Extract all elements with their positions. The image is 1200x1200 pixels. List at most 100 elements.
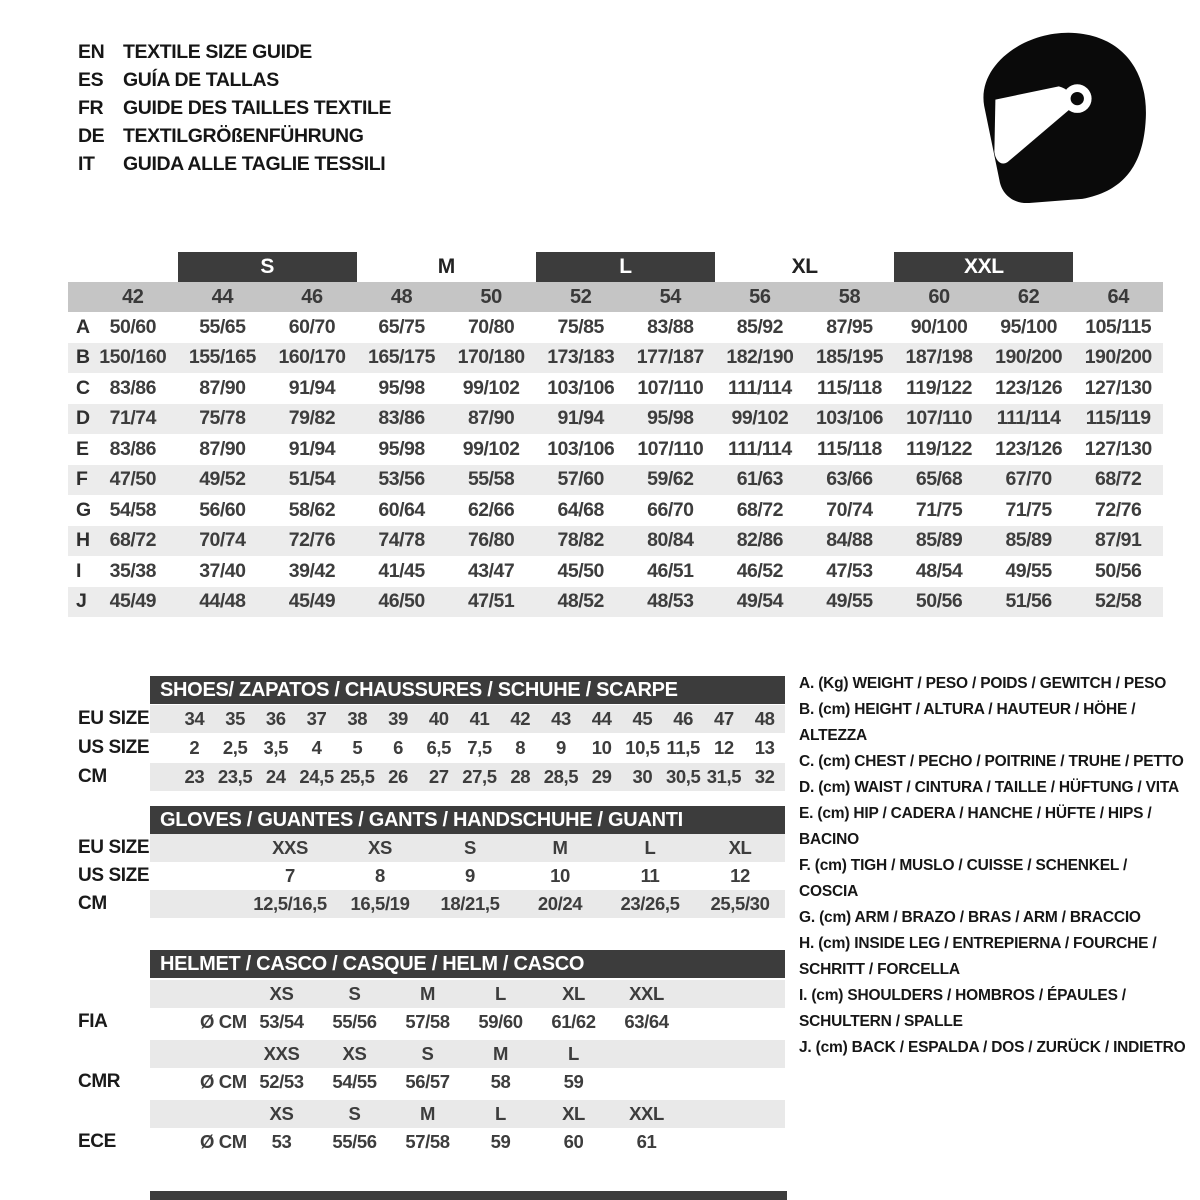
shoes-cm-row: 23 23,5 24 24,5 25,5 26 27 27,5 28 28,5 29 30 30,5 31… [150, 763, 785, 791]
language-code: ES [78, 69, 104, 91]
measure-value-cell: 119/122 [906, 437, 972, 460]
size-group-xxl: XXL [894, 252, 1074, 282]
measure-value-cell: 115/119 [1085, 407, 1151, 430]
measure-value-cell: 62/66 [467, 498, 515, 521]
shoe-size-cell: 34 [184, 708, 205, 729]
helmet-size-value: 61/62 [551, 1011, 596, 1032]
helmet-size-header: L [495, 1103, 506, 1124]
shoe-size-cell: 36 [265, 708, 286, 729]
size-group-xl: XL [791, 255, 818, 278]
measure-value-cell: 70/74 [826, 498, 873, 521]
size-group-header-row: S M L XL XXL [68, 252, 1163, 282]
measure-value-cell: 71/75 [915, 498, 963, 521]
shoe-size-cell: 28,5 [543, 766, 579, 787]
measure-value-cell: 64/68 [557, 498, 605, 521]
legend-item: A. (Kg) WEIGHT / PESO / POIDS / GEWITCH … [799, 675, 1167, 692]
measure-value-cell: 45/49 [288, 590, 336, 613]
measure-value-cell: 48/52 [557, 590, 605, 613]
measure-value-cell: 103/106 [547, 437, 615, 460]
shoes-eu-size-label: EU SIZE [78, 708, 150, 729]
helmet-ece-sizes-row: XS S M L XL XXL [150, 1100, 785, 1128]
measurement-legend: A. (Kg) WEIGHT / PESO / POIDS / GEWITCH … [799, 671, 1187, 1061]
glove-size-cell: 10 [550, 865, 570, 886]
shoe-size-cell: 35 [225, 708, 245, 729]
guide-title: GUIDA ALLE TAGLIE TESSILI [123, 153, 386, 175]
helmet-size-value: 58 [490, 1071, 511, 1092]
measure-value-cell: 160/170 [278, 346, 346, 369]
language-code: IT [78, 153, 95, 175]
measure-value-cell: 71/74 [109, 407, 157, 430]
gloves-us-size-row: 7 8 9 10 11 12 [150, 862, 785, 890]
shoe-size-cell: 30,5 [665, 766, 701, 787]
shoe-size-cell: 47 [714, 708, 734, 729]
helmet-size-header: L [495, 983, 506, 1004]
glove-size-cell: 16,5/19 [350, 893, 410, 914]
helmet-size-value: 55/56 [332, 1011, 377, 1032]
shoe-size-cell: 6,5 [426, 737, 452, 758]
shoe-size-cell: 40 [428, 708, 449, 729]
measure-value-cell: 87/90 [199, 376, 246, 399]
measure-value-cell: 49/55 [1005, 559, 1052, 582]
measure-value-cell: 111/114 [727, 376, 792, 399]
measure-value-cell: 123/126 [995, 437, 1063, 460]
measure-value-cell: 52/58 [1095, 590, 1142, 613]
size-column-header: 58 [838, 285, 861, 308]
helmet-size-value: 57/58 [405, 1011, 450, 1032]
measure-value-cell: 49/54 [736, 590, 784, 613]
guide-title: GUÍA DE TALLAS [123, 69, 279, 91]
table-row: E 83/86 87/90 91/94 95/98 99/102 103/106 107/11… [68, 434, 1163, 465]
measure-value-cell: 50/60 [109, 315, 157, 338]
size-group-s: S [177, 252, 357, 282]
measure-value-cell: 87/91 [1095, 529, 1142, 552]
helmet-size-header: M [419, 1103, 435, 1124]
size-column-header: 50 [480, 285, 502, 308]
visor-pivot-inner [1070, 91, 1084, 106]
helmet-shell [983, 32, 1146, 204]
measure-value-cell: 55/58 [467, 468, 515, 491]
measure-value-cell: 65/75 [378, 315, 425, 338]
gloves-eu-size-row: XXS XS S M L XL [150, 834, 785, 862]
language-code: FR [78, 97, 104, 119]
measure-value-cell: 68/72 [109, 529, 157, 552]
glove-size-cell: 11 [640, 865, 660, 886]
measure-value-cell: 82/86 [736, 529, 784, 552]
measure-row-label: H [76, 529, 90, 552]
measure-value-cell: 46/52 [736, 559, 784, 582]
measure-value-cell: 173/183 [547, 346, 615, 369]
size-column-header: 54 [659, 285, 682, 308]
textile-size-table: S M L XL XXL 42 44 46 48 50 52 54 56 58 60 62 64 A 50/60… [68, 252, 1163, 617]
measure-value-cell: 71/75 [1005, 498, 1052, 521]
table-row: I 35/38 37/40 39/42 41/45 43/47 45/50 46/51 46/5… [68, 556, 1163, 587]
helmet-cmr-values-row: Ø CM 52/53 54/55 56/57 58 59 [150, 1068, 785, 1096]
numeric-size-header-row: 42 44 46 48 50 52 54 56 58 60 62 64 [68, 282, 1163, 312]
measure-value-cell: 48/54 [915, 559, 963, 582]
helmet-size-value: 56/57 [405, 1071, 450, 1092]
racing-helmet-icon [983, 32, 1146, 204]
glove-size-cell: M [552, 837, 568, 858]
measure-value-cell: 56/60 [199, 498, 246, 521]
helmet-size-header: M [492, 1043, 508, 1064]
table-row: G 54/58 56/60 58/62 60/64 62/66 64/68 66/70 68/7… [68, 495, 1163, 526]
helmet-size-header: S [348, 1103, 361, 1124]
helmet-size-header: S [348, 983, 361, 1004]
shoe-size-cell: 32 [754, 766, 775, 787]
glove-size-cell: L [644, 837, 656, 858]
shoe-size-cell: 10 [591, 737, 612, 758]
shoe-size-cell: 4 [311, 737, 322, 758]
measure-value-cell: 41/45 [378, 559, 425, 582]
legend-item: E. (cm) HIP / CADERA / HANCHE / HÜFTE / … [799, 805, 1152, 848]
measure-value-cell: 60/64 [378, 498, 425, 521]
shoe-size-cell: 28 [510, 766, 531, 787]
helmet-size-value: 59 [563, 1071, 584, 1092]
gloves-cm-row: 12,5/16,5 16,5/19 18/21,5 20/24 23/26,5 25,5/… [150, 890, 785, 918]
gloves-cm-label: CM [78, 893, 107, 914]
shoe-size-cell: 2,5 [222, 737, 248, 758]
measure-value-cell: 115/118 [817, 437, 882, 460]
helmet-size-value: 59 [490, 1131, 511, 1152]
helmet-cmr-label: CMR [78, 1071, 121, 1092]
language-row: FR GUIDE DES TAILLES TEXTILE [78, 94, 391, 122]
language-code: DE [78, 125, 105, 147]
table-row: C 83/86 87/90 91/94 95/98 99/102 103/106 107/11… [68, 373, 1163, 404]
shoe-size-cell: 6 [393, 737, 403, 758]
measure-value-cell: 80/84 [647, 529, 694, 552]
